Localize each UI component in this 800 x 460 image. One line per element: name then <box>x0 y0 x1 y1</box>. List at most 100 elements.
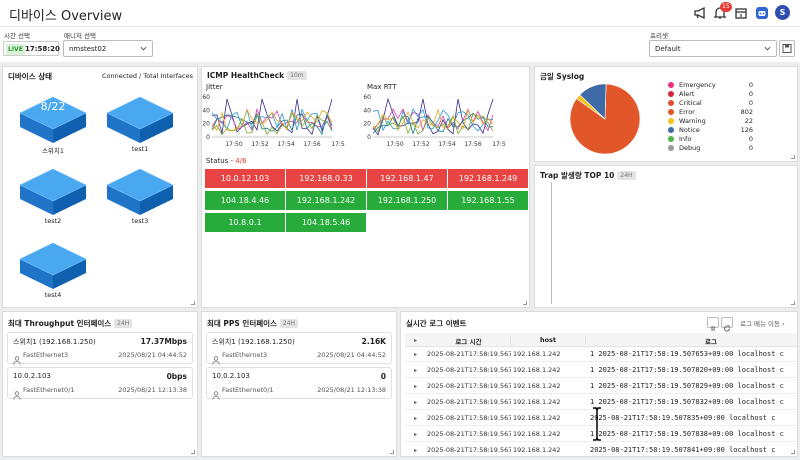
calendar-icon[interactable] <box>734 6 748 20</box>
device-tile[interactable]: test4 <box>18 239 88 301</box>
interface-item[interactable]: 스위치1 (192.168.1.250) 17.37Mbps FastEtherne… <box>7 332 193 365</box>
save-preset-button[interactable] <box>779 40 795 57</box>
legend-item[interactable]: Warning 22 <box>668 117 753 125</box>
expand-row-icon[interactable]: ▸ <box>414 367 418 374</box>
status-cell[interactable]: 10.0.12.103 <box>205 169 285 188</box>
resize-handle[interactable] <box>191 450 195 454</box>
notification-badge: 15 <box>720 2 732 12</box>
device-tile[interactable]: test1 <box>105 93 175 155</box>
interface-item[interactable]: 10.0.2.103 0 FastEthernet0/1 2025/08/21 12:… <box>206 367 392 400</box>
expand-row-icon[interactable]: ▸ <box>414 431 418 438</box>
legend-item[interactable]: Alert 0 <box>668 90 753 98</box>
interface-value: 0bps <box>166 372 187 381</box>
pie-slice[interactable] <box>579 83 607 120</box>
device-name: test1 <box>131 145 149 153</box>
log-time-cell: 2025-08-21T17:58:19.567 <box>427 430 511 438</box>
status-cell[interactable]: 104.18.4.46 <box>205 191 285 210</box>
resize-handle[interactable] <box>191 301 195 305</box>
log-menu-link[interactable]: 로그 메뉴 이동 › <box>740 318 785 328</box>
log-time-cell: 2025-08-21T17:58:19.567 <box>427 350 511 358</box>
expand-row-icon[interactable]: ▸ <box>414 415 418 422</box>
preset-select-value: Default <box>655 45 681 53</box>
interface-item[interactable]: 스위치1 (192.168.1.250) 2.16K FastEthernet3 20… <box>206 332 392 365</box>
interface-item[interactable]: 10.0.2.103 0bps FastEthernet0/1 2025/08/21 … <box>7 367 193 400</box>
col-log-time[interactable]: 로그 시간 <box>427 336 511 346</box>
legend-item[interactable]: Info 0 <box>668 135 753 143</box>
legend-item[interactable]: Error 802 <box>668 108 753 116</box>
device-tile[interactable]: test3 <box>105 165 175 227</box>
device-tile[interactable]: 8/22 스위치1 <box>18 93 88 155</box>
status-cell[interactable]: 192.168.1.55 <box>448 191 528 210</box>
status-cell[interactable]: 192.168.1.242 <box>286 191 366 210</box>
legend-item[interactable]: Critical 0 <box>668 99 753 107</box>
legend-item[interactable]: Notice 126 <box>668 126 753 134</box>
pps-title: 최대 PPS 인터페이스 24H <box>207 318 299 329</box>
y-tick-label: 20 <box>363 121 371 128</box>
switch-device-icon <box>19 96 87 143</box>
log-time-cell: 2025-08-21T17:58:19.567 <box>427 398 511 406</box>
status-count: 4/6 <box>235 157 247 165</box>
refresh-button[interactable] <box>721 317 733 332</box>
legend-item[interactable]: Debug 0 <box>668 144 753 152</box>
x-tick-label: 17:5 <box>331 141 345 148</box>
interface-device: 10.0.2.103 <box>13 372 51 380</box>
x-tick-label: 17:52 <box>412 141 429 148</box>
preset-select[interactable]: Default <box>649 40 777 57</box>
status-cell[interactable]: 10.8.0.1 <box>205 213 285 232</box>
log-row[interactable]: ▸ 2025-08-21T17:58:19.567 192.168.1.242 202… <box>405 444 797 455</box>
resize-handle[interactable] <box>390 450 394 454</box>
megaphone-icon[interactable] <box>693 6 707 20</box>
log-row[interactable]: ▸ 2025-08-21T17:58:19.567 192.168.1.242 1 2… <box>405 364 797 378</box>
log-row[interactable]: ▸ 2025-08-21T17:58:19.567 192.168.1.242 202… <box>405 412 797 426</box>
pause-button[interactable] <box>707 317 719 331</box>
manager-select-label: 매니저 선택 <box>64 32 96 40</box>
expand-row-icon[interactable]: ▸ <box>414 351 418 358</box>
legend-swatch <box>668 91 674 97</box>
resize-handle[interactable] <box>791 301 795 305</box>
interface-device: 스위치1 (192.168.1.250) <box>13 338 96 346</box>
log-message-cell: 1 2025-08-21T17:58:19.507653+09:00 local… <box>590 350 784 358</box>
expand-row-icon[interactable]: ▸ <box>414 399 418 406</box>
log-row[interactable]: ▸ 2025-08-21T17:58:19.567 192.168.1.242 1 2… <box>405 428 797 442</box>
user-avatar[interactable]: S <box>775 5 790 20</box>
time-select[interactable]: LIVE 17:58:20 <box>3 41 60 56</box>
col-host[interactable]: host <box>511 336 586 344</box>
status-cell[interactable]: 192.168.1.47 <box>367 169 447 188</box>
y-tick-label: 60 <box>363 94 371 101</box>
status-cell[interactable]: 192.168.1.249 <box>448 169 528 188</box>
log-row[interactable]: ▸ 2025-08-21T17:58:19.567 192.168.1.242 1 2… <box>405 380 797 394</box>
legend-item[interactable]: Emergency 0 <box>668 81 753 89</box>
jitter-label: Jitter <box>206 83 223 91</box>
series-line <box>211 108 333 132</box>
max-rtt-label: Max RTT <box>367 83 397 91</box>
status-cell[interactable]: 104.18.5.46 <box>286 213 366 232</box>
device-tile[interactable]: test2 <box>18 165 88 227</box>
live-badge: LIVE <box>6 44 25 55</box>
series-line <box>372 97 494 136</box>
resize-handle[interactable] <box>523 301 527 305</box>
status-cell[interactable]: 192.168.0.33 <box>286 169 366 188</box>
legend-count: 126 <box>740 126 753 134</box>
status-cell[interactable]: 192.168.1.250 <box>367 191 447 210</box>
resize-handle[interactable] <box>791 155 795 159</box>
expand-row-icon[interactable]: ▸ <box>414 383 418 390</box>
legend-label: Notice <box>679 126 700 134</box>
legend-label: Critical <box>679 99 702 107</box>
expand-row-icon[interactable]: ▸ <box>414 447 418 454</box>
log-row[interactable]: ▸ 2025-08-21T17:58:19.567 192.168.1.242 1 2… <box>405 396 797 410</box>
chevron-down-icon <box>764 46 771 51</box>
device-status-title: 디바이스 상태 <box>8 72 53 81</box>
col-log[interactable]: 로그 <box>705 338 717 346</box>
manager-select[interactable]: nmstest02 <box>63 40 153 57</box>
robot-icon[interactable] <box>755 6 769 20</box>
trap-axis <box>551 182 552 304</box>
control-bar: 시간 선택 LIVE 17:58:20 매니저 선택 nmstest02 프리셋… <box>0 26 800 62</box>
preset-label: 프리셋 <box>650 32 668 40</box>
resize-handle[interactable] <box>791 450 795 454</box>
log-events-title: 실시간 로그 이벤트 <box>406 319 467 328</box>
throughput-card: 최대 Throughput 인터페이스 24H 스위치1 (192.168.1.2… <box>2 311 198 457</box>
save-icon <box>782 44 792 53</box>
log-row[interactable]: ▸ 2025-08-21T17:58:19.567 192.168.1.242 1 2… <box>405 348 797 362</box>
device-name: test3 <box>131 217 149 225</box>
expand-all-icon[interactable]: ▸ <box>414 337 418 344</box>
